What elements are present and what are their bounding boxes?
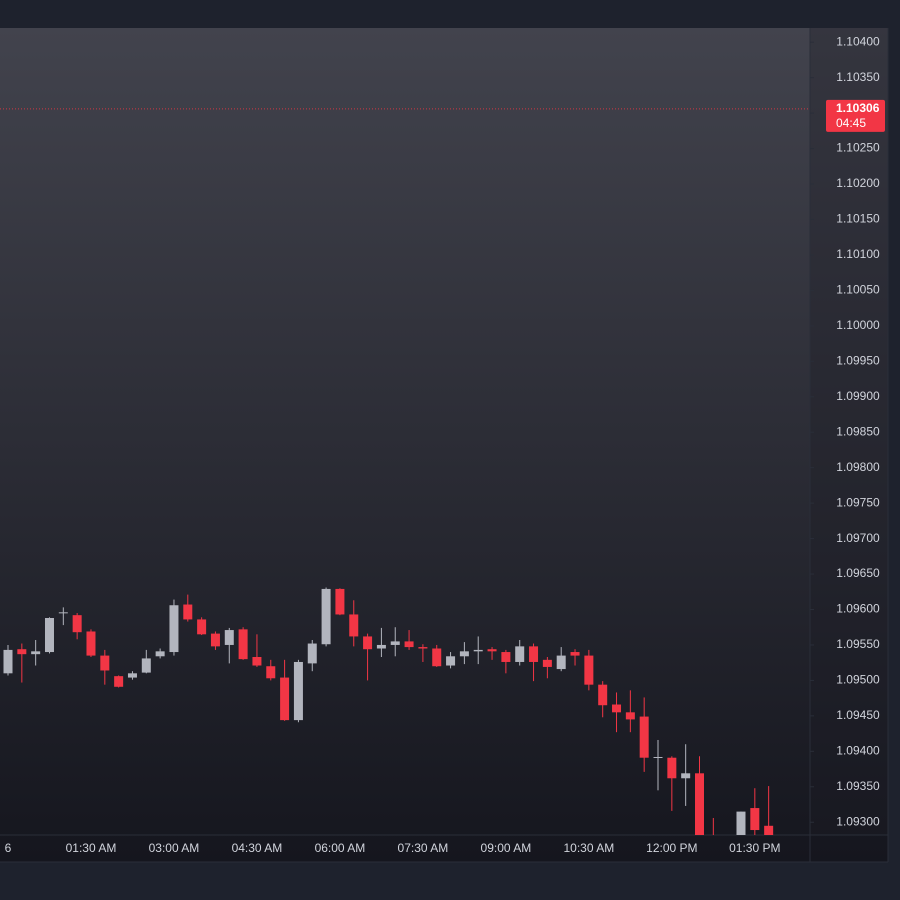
candle-body [487,649,497,652]
candle-body [432,648,442,667]
candle-body [667,757,677,779]
candle-body [31,651,41,655]
candle-body [459,651,469,657]
y-tick-label: 1.10100 [836,247,880,261]
candle-body [3,649,13,674]
x-tick-label: 06:00 AM [315,841,366,855]
last-price-label: 1.10306 [836,101,880,115]
y-tick-label: 1.09550 [836,637,880,651]
y-tick-label: 1.10400 [836,34,880,48]
candle-body [280,677,290,721]
y-tick-label: 1.09300 [836,814,880,828]
candle-body [695,773,704,835]
axes: 1.104001.103501.103001.102501.102001.101… [5,34,885,855]
candle-body [155,651,165,657]
candle-body [335,588,345,615]
candle-body [542,659,552,667]
y-tick-label: 1.09750 [836,495,880,509]
candle-body [293,661,303,721]
x-tick-label: 12:00 PM [646,841,697,855]
x-tick-label: 10:30 AM [564,841,615,855]
candle-body [210,633,220,647]
y-tick-label: 1.10000 [836,318,880,332]
candle-body [114,676,124,687]
y-tick-label: 1.10200 [836,176,880,190]
y-tick-label: 1.10250 [836,141,880,155]
candle-body [764,825,774,835]
candle-body [169,605,179,653]
candle-body [58,612,68,614]
candle-body [44,618,54,653]
x-tick-label: 01:30 PM [729,841,780,855]
candle-body [653,756,663,758]
candle-body [252,657,262,666]
candle-body [556,655,566,670]
x-tick-label: 03:00 AM [149,841,200,855]
y-tick-label: 1.09700 [836,531,880,545]
y-tick-label: 1.09950 [836,353,880,367]
x-tick-label: 6 [5,841,12,855]
plot-area [0,108,810,835]
candle-body [681,773,691,779]
y-tick-label: 1.09400 [836,743,880,757]
chart-panel [0,28,888,862]
candle-body [183,604,193,620]
candle-body [612,704,622,713]
candle-body [404,641,414,648]
candle-body [750,808,760,831]
y-tick-label: 1.09900 [836,389,880,403]
y-tick-label: 1.10350 [836,70,880,84]
x-tick-label: 01:30 AM [66,841,117,855]
y-tick-label: 1.09450 [836,708,880,722]
candle-body [473,649,483,652]
candle-body [86,631,96,656]
candle-body [100,655,110,671]
y-tick-label: 1.09600 [836,602,880,616]
last-price-badge [826,99,885,132]
candle-body [349,614,359,637]
candle-body [639,716,649,758]
candle-body [446,656,456,666]
x-tick-label: 07:30 AM [398,841,449,855]
candle-body [72,615,82,633]
candle-body [598,684,608,706]
candle-body [321,588,331,645]
candle-body [418,647,428,649]
candle-body [238,629,248,660]
candle-body [307,643,317,664]
countdown-label: 04:45 [836,116,866,130]
candle-body [197,619,207,635]
candle-body [363,636,373,650]
y-tick-label: 1.09650 [836,566,880,580]
candle-body [376,644,386,649]
y-tick-label: 1.09850 [836,424,880,438]
candle-body [501,652,511,662]
candle-body [266,666,276,679]
y-tick-label: 1.09350 [836,779,880,793]
candle-body [515,646,525,662]
candle-body [584,655,594,685]
candle-body [127,673,137,678]
candle-body [17,649,27,655]
y-tick-label: 1.09800 [836,460,880,474]
price-axis [810,28,888,835]
candle-body [224,630,234,645]
candle-body [736,811,746,835]
y-tick-label: 1.10050 [836,283,880,297]
candle-body [390,641,400,645]
y-tick-label: 1.10150 [836,212,880,226]
candle-body [625,712,635,720]
x-tick-label: 09:00 AM [481,841,532,855]
candle-body [529,646,539,662]
candle-body [570,652,580,656]
x-tick-label: 04:30 AM [232,841,283,855]
candle-body [141,658,151,673]
y-tick-label: 1.09500 [836,673,880,687]
